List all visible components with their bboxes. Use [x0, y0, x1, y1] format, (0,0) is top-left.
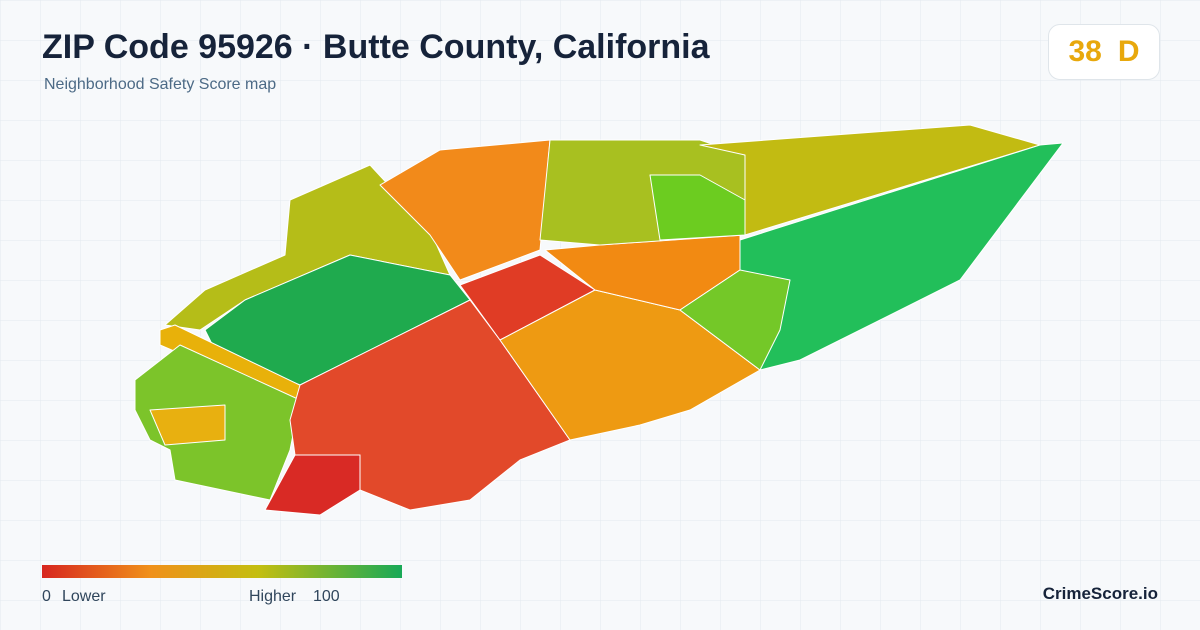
neighborhoods	[134, 124, 1064, 516]
score-grade: D	[1117, 35, 1140, 68]
legend-gradient	[42, 565, 402, 578]
legend-max: 100	[313, 588, 340, 605]
legend-min-label: Lower	[62, 588, 106, 605]
legend-min: 0	[42, 588, 51, 605]
subtitle: Neighborhood Safety Score map	[44, 76, 277, 93]
score-value: 38	[1068, 35, 1102, 68]
title: ZIP Code 95926 · Butte County, Californi…	[42, 28, 710, 66]
brand: CrimeScore.io	[1042, 584, 1158, 603]
score-badge: 38 D	[1048, 24, 1160, 80]
legend-max-label: Higher	[249, 588, 297, 605]
